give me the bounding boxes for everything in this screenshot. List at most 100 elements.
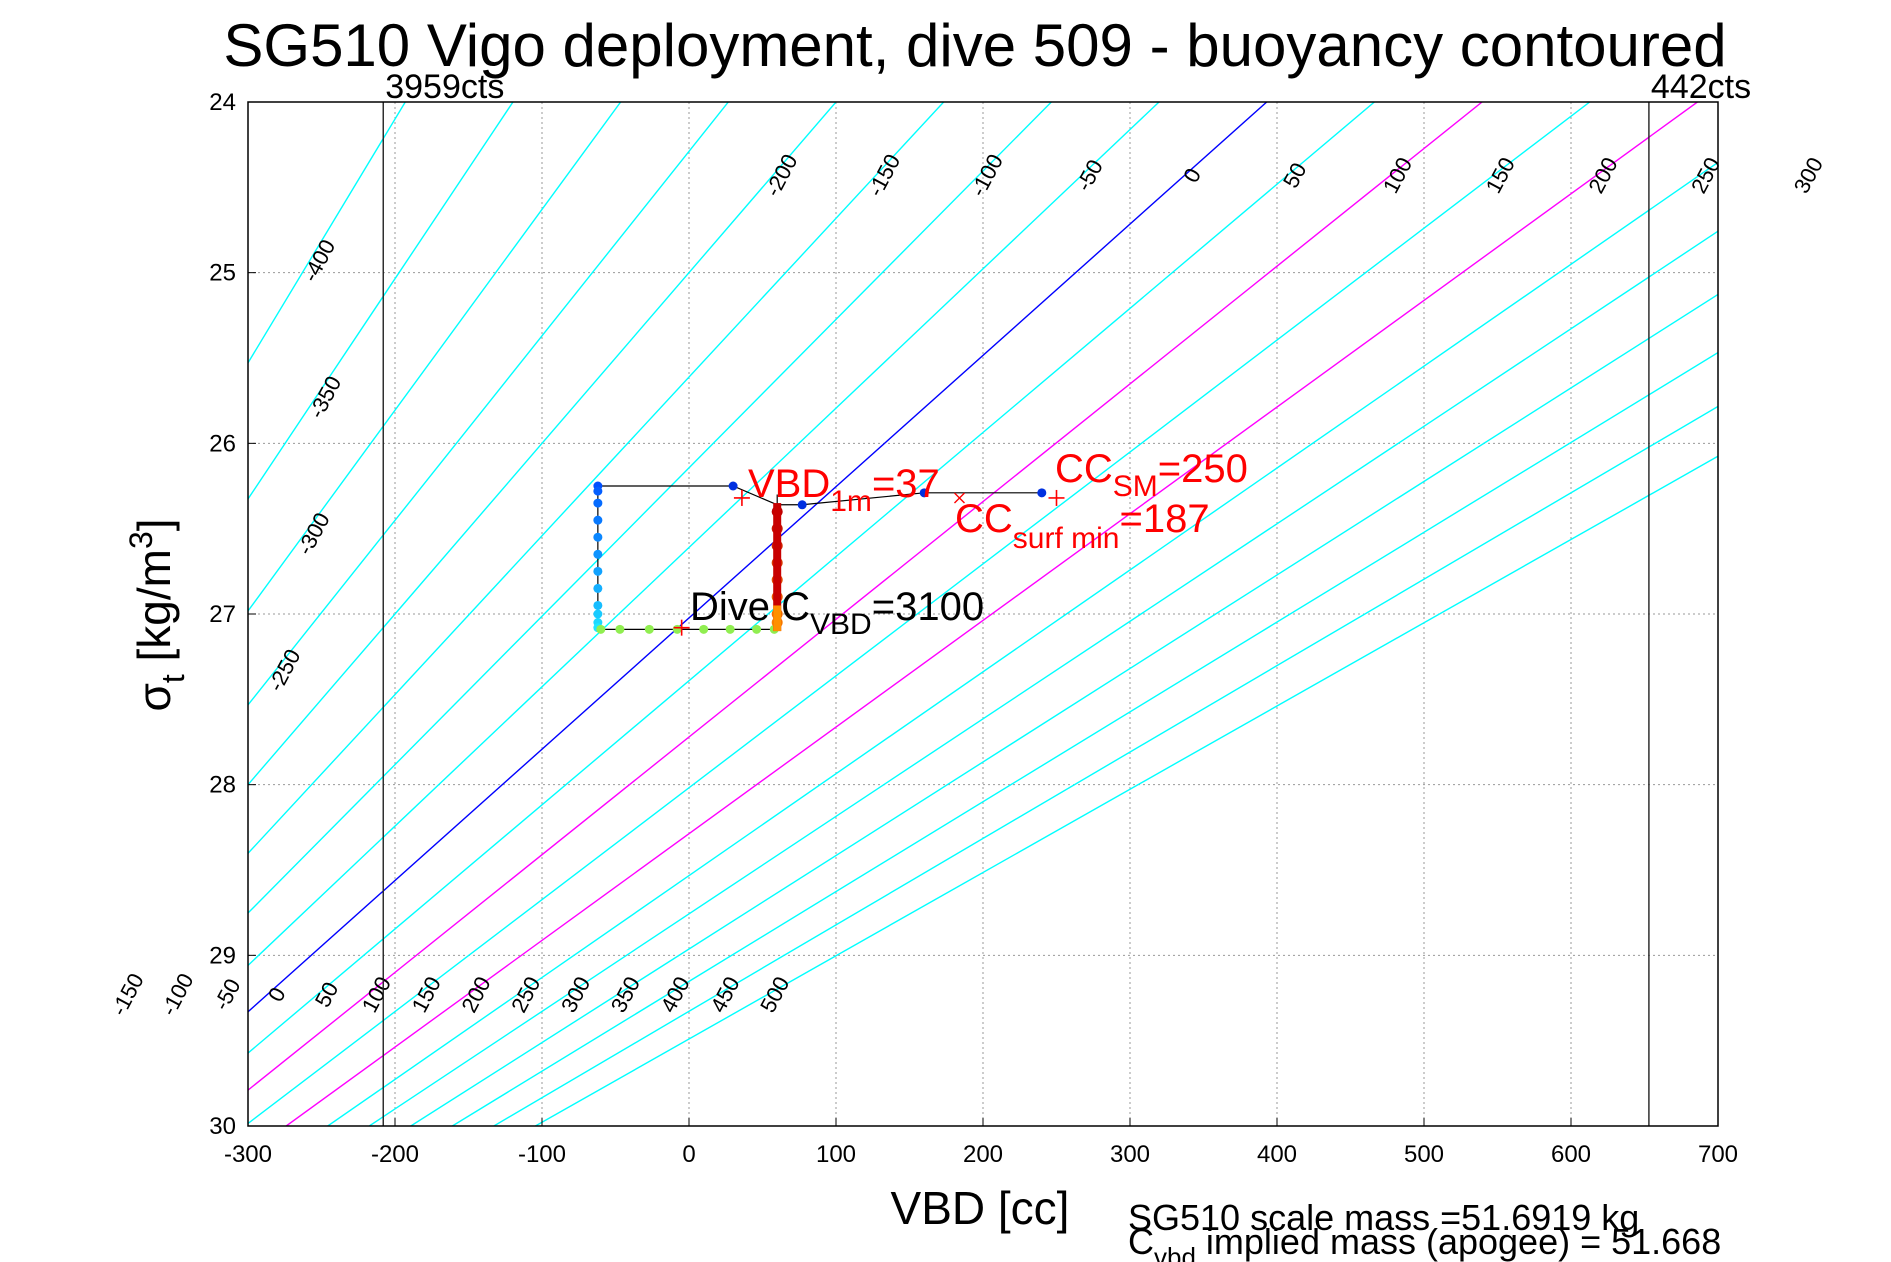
annotation-vbd-1m: VBD1m=37 [748,462,940,518]
contour-line [248,102,729,706]
x-tick-label: 200 [963,1141,1003,1168]
x-tick-label: -200 [371,1141,419,1168]
contour-line [451,351,1718,1126]
dive-point-descent [593,532,603,542]
dive-point-apogee [752,624,762,634]
contour-label-bottom: 400 [656,972,695,1016]
contour-label-top: -350 [304,372,347,423]
contour-label-bottom: -50 [209,975,246,1015]
track-line-top [597,485,1042,506]
implied-mass-text: Cvbd implied mass (apogee) = 51.668 [1128,1221,1721,1262]
contour-label-top: -100 [965,150,1008,201]
contour-line [285,102,1698,1126]
contour-line [493,405,1718,1126]
limit-line-label: 442cts [1651,68,1751,106]
x-tick-label: -100 [518,1141,566,1168]
contour-label-top: -250 [263,645,306,696]
dive-point-descent [593,609,603,619]
contour-label-top: -400 [298,235,341,286]
contour-line [248,102,1160,967]
x-tick-labels: -300 -200 -100 0 100 200 300 400 500 600 700 [224,1118,1738,1168]
contour-line [248,102,622,613]
y-tick-label: 27 [209,601,236,628]
limit-line-label: 3959cts [385,68,504,106]
chart-title: SG510 Vigo deployment, dive 509 - buoyan… [223,12,1726,79]
svg-text:CCSM=250: CCSM=250 [1055,447,1248,503]
contour-label-bottom: 50 [310,978,344,1011]
contour-line [248,102,837,786]
contour-label-top: -50 [1071,155,1108,195]
contour-label-bottom: 100 [357,972,396,1016]
dive-point-descent [593,583,603,593]
contour-label-top: 100 [1378,153,1417,197]
contour-label-top: 300 [1789,153,1828,197]
y-tick-labels: 24 25 26 27 28 29 30 [209,89,256,1140]
contour-label-bottom: 500 [755,972,794,1016]
contour-label-bottom: 350 [606,972,645,1016]
y-tick-label: 29 [209,942,236,969]
dive-point-descent [593,600,603,610]
dive-point-descent [593,498,603,508]
x-tick-label: 100 [816,1141,856,1168]
dive-point-surface [1037,488,1047,498]
dive-point-descent [593,566,603,576]
contour-label-bottom: 450 [705,972,744,1016]
contour-label-top: 50 [1278,159,1312,192]
svg-text:Cvbd implied mass (apogee) = 5: Cvbd implied mass (apogee) = 51.668 [1128,1221,1721,1262]
scale-mass-text: SG510 scale mass =51.6919 kg [1128,1197,1639,1238]
dive-point-descent [593,549,603,559]
dive-points [593,481,1047,634]
dive-point-descent [593,515,603,525]
svg-text:Dive CVBD=3100: Dive CVBD=3100 [690,585,984,641]
y-axis-label-sub: t [155,674,191,683]
dive-point-ascent-band [773,503,782,632]
contour-line [248,102,406,365]
svg-text:σt [kg/m3]: σt [kg/m3] [123,518,191,711]
contour-label-top: -150 [863,150,906,201]
contour-line [248,102,1052,915]
contour-line [248,102,1591,1125]
x-tick-label: 600 [1551,1141,1591,1168]
y-tick-label: 24 [209,89,236,116]
contour-line [410,293,1718,1126]
contour-label-bottom: 300 [556,972,595,1016]
y-tick-label: 25 [209,260,236,287]
x-tick-label: 400 [1257,1141,1297,1168]
dive-point-ascent-band-low [773,605,782,632]
buoyancy-contours [248,102,1718,1126]
y-axis-label: σt [kg/m3] [123,518,191,711]
dive-point-apogee [596,624,606,634]
contour-label-bottom: -100 [156,969,199,1020]
y-tick-label: 30 [209,1113,236,1140]
y-axis-label-sigma: σ [128,683,180,711]
contour-line [248,102,1483,1091]
y-axis-label-close: ] [128,518,180,531]
contour-line [248,102,1375,1054]
y-axis-label-sup: 3 [123,531,159,549]
contour-line [248,102,1268,1013]
dive-point-surface [797,500,807,510]
x-tick-label: -300 [224,1141,272,1168]
dive-point-apogee [699,624,709,634]
annotation-dive-c-vbd: Dive CVBD=3100 [690,585,984,641]
x-tick-label: 500 [1404,1141,1444,1168]
contour-labels: -400-350-300-250-200 -150 -100 -50 0 50 100 150… [106,150,1828,1020]
dive-point-apogee [725,624,735,634]
annotation-cc-surf-min: CCsurf min=187 [955,497,1210,555]
contour-label-top: -300 [292,508,335,559]
dive-point-surface [919,488,929,498]
x-tick-label: 700 [1698,1141,1738,1168]
x-tick-label: 0 [682,1141,695,1168]
x-tick-label: 300 [1110,1141,1150,1168]
contour-line [248,102,945,855]
reference-markers [673,489,1065,636]
limit-lines: 3959cts 442cts [382,68,1751,1126]
contour-label-bottom: 150 [407,972,446,1016]
contour-line [535,455,1718,1126]
contour-line [368,230,1718,1126]
y-tick-label: 26 [209,430,236,457]
contour-label-bottom: -150 [106,969,149,1020]
contour-label-top: 0 [1178,164,1206,187]
y-axis-label-unit: [kg/m [128,549,180,674]
contour-label-top: 250 [1686,153,1725,197]
